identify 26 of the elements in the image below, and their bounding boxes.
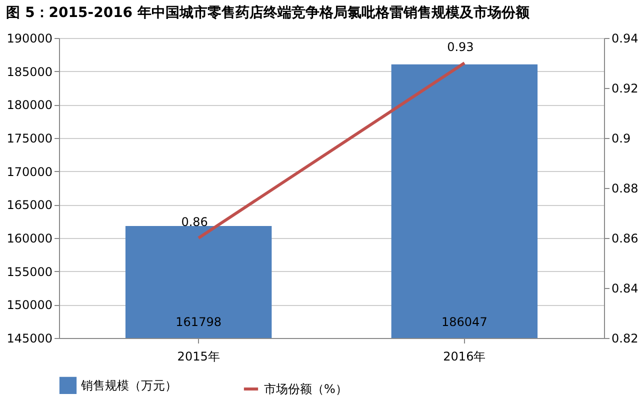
y-tick-label: 190000 — [6, 32, 52, 46]
legend-label: 销售规模（万元） — [80, 378, 177, 392]
y-tick-label: 185000 — [6, 64, 52, 79]
y-tick-label: 150000 — [6, 298, 52, 312]
y2-tick-label: 0.94 — [612, 32, 638, 46]
data-label: 0.86 — [181, 215, 208, 229]
y-tick-label: 145000 — [6, 332, 52, 346]
y2-tick-label: 0.84 — [612, 282, 638, 296]
y-tick-label: 155000 — [6, 264, 52, 279]
y-tick-label: 170000 — [6, 164, 52, 179]
x-tick-label: 2016年 — [443, 350, 486, 364]
data-label: 186047 — [442, 315, 488, 329]
y-tick-label: 175000 — [6, 132, 52, 146]
y-tick-label: 180000 — [6, 98, 52, 112]
chart-title: 图 5：2015-2016 年中国城市零售药店终端竞争格局氯吡格雷销售规模及市场份额 — [6, 4, 530, 21]
data-label: 0.93 — [447, 40, 474, 54]
y-tick-label: 160000 — [6, 232, 52, 246]
y-tick-label: 165000 — [6, 198, 52, 212]
y2-tick-label: 0.9 — [612, 132, 631, 146]
x-tick-label: 2015年 — [177, 350, 220, 364]
y2-tick-label: 0.86 — [612, 232, 638, 246]
y2-tick-label: 0.92 — [612, 82, 638, 96]
y2-tick-label: 0.82 — [612, 332, 638, 346]
y2-tick-label: 0.88 — [612, 182, 638, 196]
legend-label: 市场份额（%） — [264, 382, 348, 396]
data-label: 161798 — [176, 315, 222, 329]
